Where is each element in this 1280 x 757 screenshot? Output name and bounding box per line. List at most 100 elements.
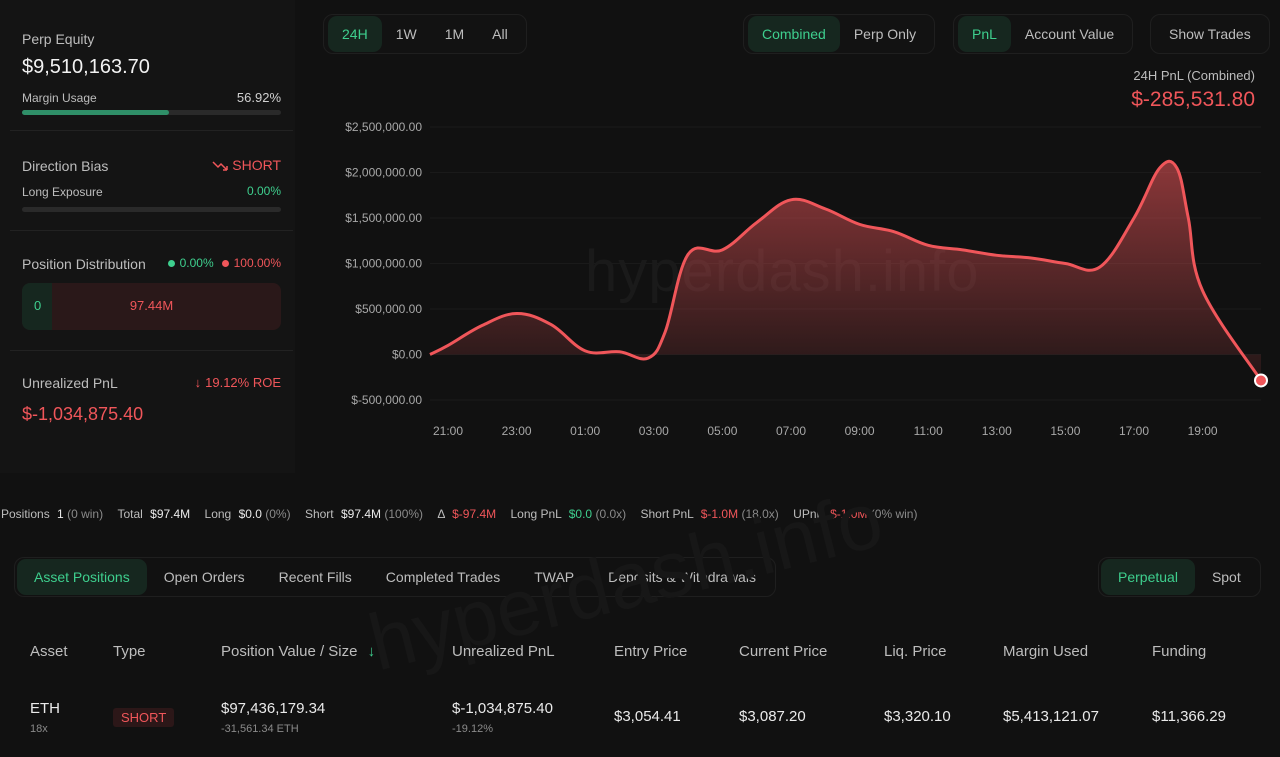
col-position-value[interactable]: Position Value / Size ↓ <box>221 643 375 660</box>
pnl-area <box>430 161 1261 381</box>
col-entry-price[interactable]: Entry Price <box>614 643 688 660</box>
x-tick-label: 17:00 <box>1119 424 1149 438</box>
stat-positions-value: 1 <box>57 507 64 521</box>
long-exposure-label: Long Exposure <box>22 185 103 199</box>
stat-long-pnl-label: Long PnL <box>510 507 562 521</box>
tab-asset-positions[interactable]: Asset Positions <box>17 559 147 595</box>
summary-panel: Perp Equity $9,510,163.70 Margin Usage 5… <box>0 0 295 473</box>
stat-long-label: Long <box>204 507 232 521</box>
margin-usage-value: 56.92% <box>236 90 281 105</box>
stat-short-pnl-x: (18.0x) <box>741 507 779 521</box>
row-liq-price: $3,320.10 <box>884 708 951 725</box>
stat-upnl-value: $-1.0M <box>830 507 868 521</box>
perp-equity-value: $9,510,163.70 <box>22 56 150 78</box>
y-tick-label: $0.00 <box>392 348 422 362</box>
pnl-chart[interactable]: $2,500,000.00 $2,000,000.00 $1,500,000.00 $… <box>295 0 1280 473</box>
market-tabs: Perpetual Spot <box>1098 557 1261 597</box>
y-tick-label: $1,000,000.00 <box>345 257 422 271</box>
mode-combined[interactable]: Combined <box>748 16 840 52</box>
row-position-value: $97,436,179.34 <box>221 700 326 717</box>
row-funding: $11,366.29 <box>1152 708 1226 725</box>
y-tick-label: $2,000,000.00 <box>345 166 422 180</box>
dist-short-value: 97.44M <box>129 298 174 313</box>
position-distribution-label: Position Distribution <box>22 256 146 272</box>
row-type-badge: SHORT <box>113 708 175 727</box>
x-tick-label: 09:00 <box>845 424 875 438</box>
dist-long-pct: 0.00% <box>179 256 214 270</box>
position-distribution-bar: 0 97.44M <box>22 283 281 330</box>
timeframe-1w[interactable]: 1W <box>395 26 417 42</box>
pnl-value: $-285,531.80 <box>1131 88 1255 111</box>
x-tick-label: 23:00 <box>502 424 532 438</box>
direction-bias: SHORT <box>212 157 281 173</box>
mode-perp-only[interactable]: Perp Only <box>853 26 917 42</box>
y-tick-label: $2,500,000.00 <box>345 120 422 134</box>
stat-short-pnl-label: Short PnL <box>640 507 694 521</box>
col-type[interactable]: Type <box>113 643 146 660</box>
divider <box>10 350 293 351</box>
row-leverage: 18x <box>30 723 48 735</box>
row-current-price: $3,087.20 <box>739 708 806 725</box>
stat-long-pnl-x: (0.0x) <box>595 507 627 521</box>
pnl-caption: 24H PnL (Combined) <box>1133 68 1255 83</box>
stat-delta-value: $-97.4M <box>452 507 497 521</box>
col-liq-price[interactable]: Liq. Price <box>884 643 947 660</box>
margin-usage-label: Margin Usage <box>22 91 97 105</box>
timeframe-1m[interactable]: 1M <box>444 26 465 42</box>
arrow-down-icon: ↓ <box>194 375 202 390</box>
col-current-price[interactable]: Current Price <box>739 643 828 660</box>
perp-equity-label: Perp Equity <box>22 31 95 47</box>
stat-short-label: Short <box>304 507 334 521</box>
tab-recent-fills[interactable]: Recent Fills <box>278 569 352 585</box>
metric-selector: PnL Account Value <box>953 14 1134 54</box>
stat-long-pnl-value: $0.0 <box>568 507 593 521</box>
stat-short-pnl-value: $-1.0M <box>700 507 739 521</box>
timeframe-24h[interactable]: 24H <box>328 16 382 52</box>
direction-bias-value: SHORT <box>232 157 281 173</box>
dist-short-pct: 100.00% <box>233 256 281 270</box>
col-margin-used[interactable]: Margin Used <box>1003 643 1089 660</box>
metric-account-value[interactable]: Account Value <box>1024 26 1115 42</box>
dist-long-value: 0 <box>34 298 42 313</box>
col-funding[interactable]: Funding <box>1152 643 1207 660</box>
margin-usage-fill <box>22 110 170 115</box>
stat-upnl-label: UPnL <box>793 507 823 521</box>
tab-spot[interactable]: Spot <box>1211 569 1241 585</box>
row-entry-price: $3,054.41 <box>614 708 681 725</box>
tab-open-orders[interactable]: Open Orders <box>163 569 245 585</box>
row-unrealized-pnl: $-1,034,875.40 <box>452 700 553 717</box>
y-tick-label: $500,000.00 <box>355 302 422 316</box>
current-point-marker[interactable] <box>1254 373 1268 388</box>
col-unrealized-pnl[interactable]: Unrealized PnL <box>452 643 555 660</box>
roe-value: 19.12% ROE <box>205 375 281 390</box>
tab-perpetual[interactable]: Perpetual <box>1101 559 1195 595</box>
stat-total-label: Total <box>117 507 143 521</box>
long-dot-icon <box>167 260 175 268</box>
long-exposure-bar <box>22 207 281 212</box>
metric-pnl[interactable]: PnL <box>958 16 1011 52</box>
tab-deposits-withdrawals[interactable]: Deposits & Withdrawals <box>608 569 756 585</box>
timeframe-all[interactable]: All <box>492 26 508 42</box>
positions-tabs: Asset Positions Open Orders Recent Fills… <box>14 557 776 597</box>
stat-total-value: $97.4M <box>150 507 191 521</box>
row-position-size: -31,561.34 ETH <box>221 723 299 735</box>
show-trades-button[interactable]: Show Trades <box>1169 26 1251 42</box>
col-position-value-label: Position Value / Size <box>221 643 358 660</box>
x-tick-label: 05:00 <box>707 424 737 438</box>
trending-down-icon <box>212 161 228 172</box>
stat-long-value: $0.0 <box>238 507 262 521</box>
tab-completed-trades[interactable]: Completed Trades <box>385 569 501 585</box>
unrealized-pnl-value: $-1,034,875.40 <box>22 404 144 424</box>
stat-short-value: $97.4M <box>340 507 382 521</box>
row-asset: ETH <box>30 700 60 717</box>
stat-positions-label: Positions <box>1 507 50 521</box>
row-margin-used: $5,413,121.07 <box>1003 708 1099 725</box>
tab-twap[interactable]: TWAP <box>534 569 575 585</box>
stat-upnl-win: (0% win) <box>870 507 918 521</box>
position-distribution-legend: 0.00% 100.00% <box>160 256 281 270</box>
col-asset[interactable]: Asset <box>30 643 68 660</box>
x-tick-label: 07:00 <box>776 424 806 438</box>
show-trades-toggle[interactable]: Show Trades <box>1150 14 1270 54</box>
x-tick-label: 03:00 <box>639 424 669 438</box>
row-unrealized-pct: -19.12% <box>452 723 493 735</box>
